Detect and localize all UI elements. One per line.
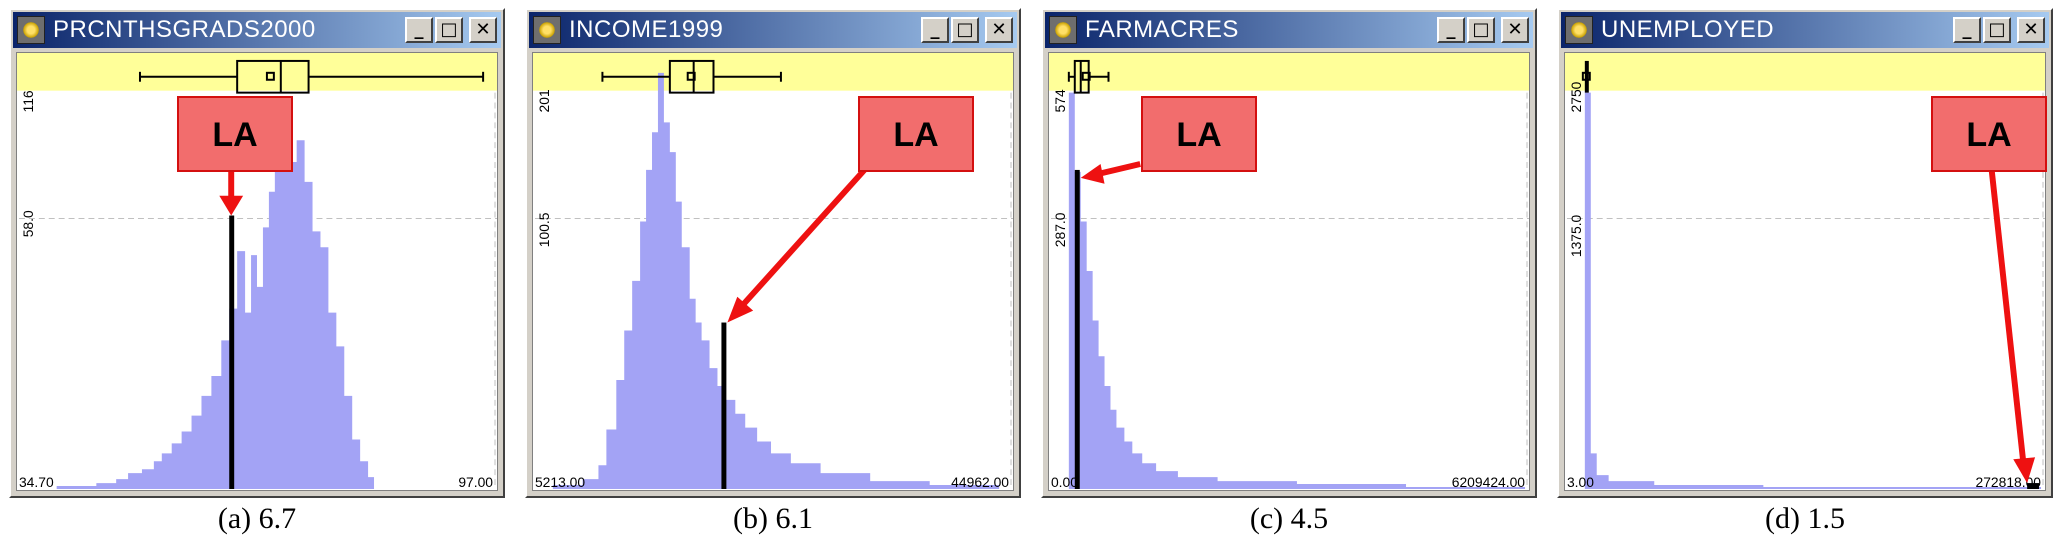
maximize-button[interactable]: □ bbox=[1983, 17, 2011, 43]
maximize-button[interactable]: □ bbox=[1467, 17, 1495, 43]
x-max-label: 6209424.00 bbox=[1452, 474, 1526, 490]
window-title: INCOME1999 bbox=[569, 16, 724, 43]
x-min-label: 5213.00 bbox=[535, 474, 585, 490]
la-callout: LA bbox=[177, 96, 293, 172]
y-max-label: 201 bbox=[536, 89, 552, 112]
window-title: FARMACRES bbox=[1085, 16, 1239, 43]
maximize-button[interactable]: □ bbox=[951, 17, 979, 43]
title-bar[interactable]: INCOME1999 _ □ ✕ bbox=[529, 12, 1017, 48]
histogram-chart: 201 100.5 5213.00 44962.00 bbox=[533, 53, 1013, 490]
boxplot-band bbox=[1565, 53, 2045, 91]
highlight-bar-la bbox=[1074, 169, 1080, 490]
histogram-panel-c: FARMACRES _ □ ✕ 574 2 bbox=[1041, 8, 1537, 535]
callout-arrowhead bbox=[727, 296, 754, 323]
highlight-bar-la bbox=[2027, 483, 2040, 490]
panel-caption: (a) 6.7 bbox=[217, 502, 297, 535]
la-callout: LA bbox=[1141, 96, 1257, 172]
y-mid-label: 287.0 bbox=[1052, 212, 1068, 247]
close-button[interactable]: ✕ bbox=[2017, 17, 2045, 43]
y-mid-label: 58.0 bbox=[20, 210, 36, 237]
histogram-chart: 2750 1375.0 3.00 272818.00 bbox=[1565, 53, 2045, 490]
callout-arrow bbox=[739, 165, 869, 309]
boxplot-band bbox=[17, 53, 497, 91]
app-icon[interactable] bbox=[1565, 16, 1593, 44]
y-max-label: 116 bbox=[20, 90, 36, 112]
y-mid-label: 100.5 bbox=[536, 212, 552, 247]
minimize-button[interactable]: _ bbox=[405, 17, 433, 43]
histogram-window[interactable]: UNEMPLOYED _ □ ✕ 2750 1375.0 3.00 272818… bbox=[1557, 8, 2053, 498]
callout-arrowhead bbox=[2013, 457, 2036, 484]
y-max-label: 574 bbox=[1052, 89, 1068, 112]
histogram-bars bbox=[1068, 92, 1526, 490]
x-min-label: 3.00 bbox=[1567, 474, 1594, 490]
boxplot-mean bbox=[265, 71, 275, 81]
title-bar[interactable]: FARMACRES _ □ ✕ bbox=[1045, 12, 1533, 48]
histogram-chart: 574 287.0 0.00 6209424.00 bbox=[1049, 53, 1529, 490]
histogram-chart: 116 58.0 34.70 97.00 bbox=[17, 53, 497, 490]
la-callout: LA bbox=[1931, 96, 2047, 172]
app-icon[interactable] bbox=[1049, 16, 1077, 44]
highlight-bar-la bbox=[229, 215, 235, 490]
x-max-label: 97.00 bbox=[458, 474, 493, 490]
window-title: UNEMPLOYED bbox=[1601, 16, 1775, 43]
x-max-label: 272818.00 bbox=[1975, 474, 2041, 490]
la-callout: LA bbox=[858, 96, 974, 172]
histogram-window[interactable]: PRCNTHSGRADS2000 _ □ ✕ 116 bbox=[9, 8, 505, 498]
histogram-bars bbox=[552, 72, 1000, 490]
app-icon[interactable] bbox=[17, 16, 45, 44]
minimize-button[interactable]: _ bbox=[921, 17, 949, 43]
histogram-panel-d: UNEMPLOYED _ □ ✕ 2750 1375.0 3.00 272818… bbox=[1557, 8, 2053, 535]
histogram-window[interactable]: FARMACRES _ □ ✕ 574 2 bbox=[1041, 8, 1537, 498]
y-mid-label: 1375.0 bbox=[1568, 214, 1584, 257]
title-bar[interactable]: PRCNTHSGRADS2000 _ □ ✕ bbox=[13, 12, 501, 48]
boxplot-mean bbox=[1581, 71, 1591, 81]
boxplot-band bbox=[1049, 53, 1529, 91]
y-max-label: 2750 bbox=[1568, 81, 1584, 112]
histogram-window[interactable]: INCOME1999 _ □ ✕ 201 bbox=[525, 8, 1021, 498]
histogram-panel-a: PRCNTHSGRADS2000 _ □ ✕ 116 bbox=[9, 8, 505, 535]
x-min-label: 0.00 bbox=[1051, 474, 1078, 490]
close-button[interactable]: ✕ bbox=[469, 17, 497, 43]
callout-arrow bbox=[1097, 161, 1141, 177]
callout-arrowhead bbox=[219, 195, 244, 216]
maximize-button[interactable]: □ bbox=[435, 17, 463, 43]
x-min-label: 34.70 bbox=[19, 474, 54, 490]
boxplot-box bbox=[668, 59, 715, 94]
minimize-button[interactable]: _ bbox=[1953, 17, 1981, 43]
close-button[interactable]: ✕ bbox=[985, 17, 1013, 43]
title-bar[interactable]: UNEMPLOYED _ □ ✕ bbox=[1561, 12, 2049, 48]
panel-caption: (b) 6.1 bbox=[733, 502, 813, 535]
histogram-bars bbox=[17, 110, 375, 490]
panel-caption: (d) 1.5 bbox=[1765, 502, 1845, 535]
callout-arrowhead bbox=[1080, 163, 1105, 184]
boxplot-mean bbox=[686, 71, 696, 81]
boxplot-compressed bbox=[1584, 60, 1589, 93]
callout-arrow bbox=[1988, 167, 2027, 462]
window-title: PRCNTHSGRADS2000 bbox=[53, 16, 316, 43]
histogram-panel-b: INCOME1999 _ □ ✕ 201 bbox=[525, 8, 1021, 535]
close-button[interactable]: ✕ bbox=[1501, 17, 1529, 43]
histogram-plot-area[interactable]: 574 287.0 0.00 6209424.00 bbox=[1048, 52, 1530, 491]
highlight-bar-la bbox=[721, 322, 727, 490]
panel-caption: (c) 4.5 bbox=[1249, 502, 1329, 535]
app-icon[interactable] bbox=[533, 16, 561, 44]
x-max-label: 44962.00 bbox=[951, 474, 1009, 490]
boxplot-band bbox=[533, 53, 1013, 91]
minimize-button[interactable]: _ bbox=[1437, 17, 1465, 43]
